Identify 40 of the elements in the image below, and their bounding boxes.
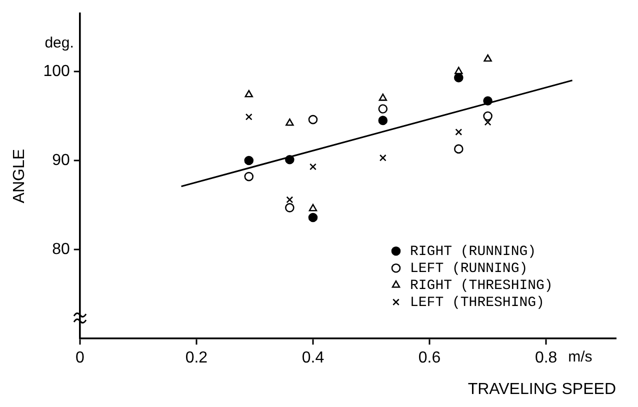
point	[310, 163, 316, 170]
point	[483, 96, 492, 106]
x-tick-label: 0.8	[534, 350, 558, 367]
y-tick-label: 90	[52, 152, 70, 169]
point	[308, 204, 318, 212]
y-tick-label: 80	[52, 240, 70, 258]
legend-label: LEFT (THRESHING)	[410, 294, 544, 311]
point	[378, 94, 388, 101]
point	[484, 54, 492, 62]
point	[244, 90, 253, 98]
point	[286, 196, 294, 204]
point	[245, 113, 252, 120]
x-tick-label: 0	[75, 350, 84, 367]
legend-label: LEFT (RUNNING)	[410, 260, 528, 277]
point	[455, 128, 462, 136]
y-axis-title: ANGLE	[11, 148, 28, 204]
point	[379, 154, 386, 162]
x-axis-title: TRAVELING SPEED	[468, 380, 616, 398]
point	[378, 104, 388, 114]
point	[454, 66, 463, 74]
point	[308, 212, 318, 222]
point	[454, 144, 464, 154]
point	[484, 118, 492, 126]
point	[285, 154, 294, 164]
legend-label: RIGHT (THRESHING)	[410, 278, 553, 294]
x-tick-label: 0.2	[185, 350, 208, 367]
point	[454, 73, 464, 82]
point	[244, 172, 254, 182]
legend-label: RIGHT (RUNNING)	[410, 244, 536, 260]
point	[308, 114, 318, 124]
point	[285, 203, 294, 212]
point	[378, 116, 388, 126]
y-tick-label: 100	[43, 62, 70, 80]
x-tick-label: 0.4	[302, 350, 324, 367]
x-tick-label: 0.6	[418, 350, 441, 367]
text: deg.	[44, 34, 74, 52]
point	[483, 111, 492, 121]
point	[286, 118, 294, 126]
text: m/s	[568, 348, 592, 366]
point	[244, 156, 254, 166]
